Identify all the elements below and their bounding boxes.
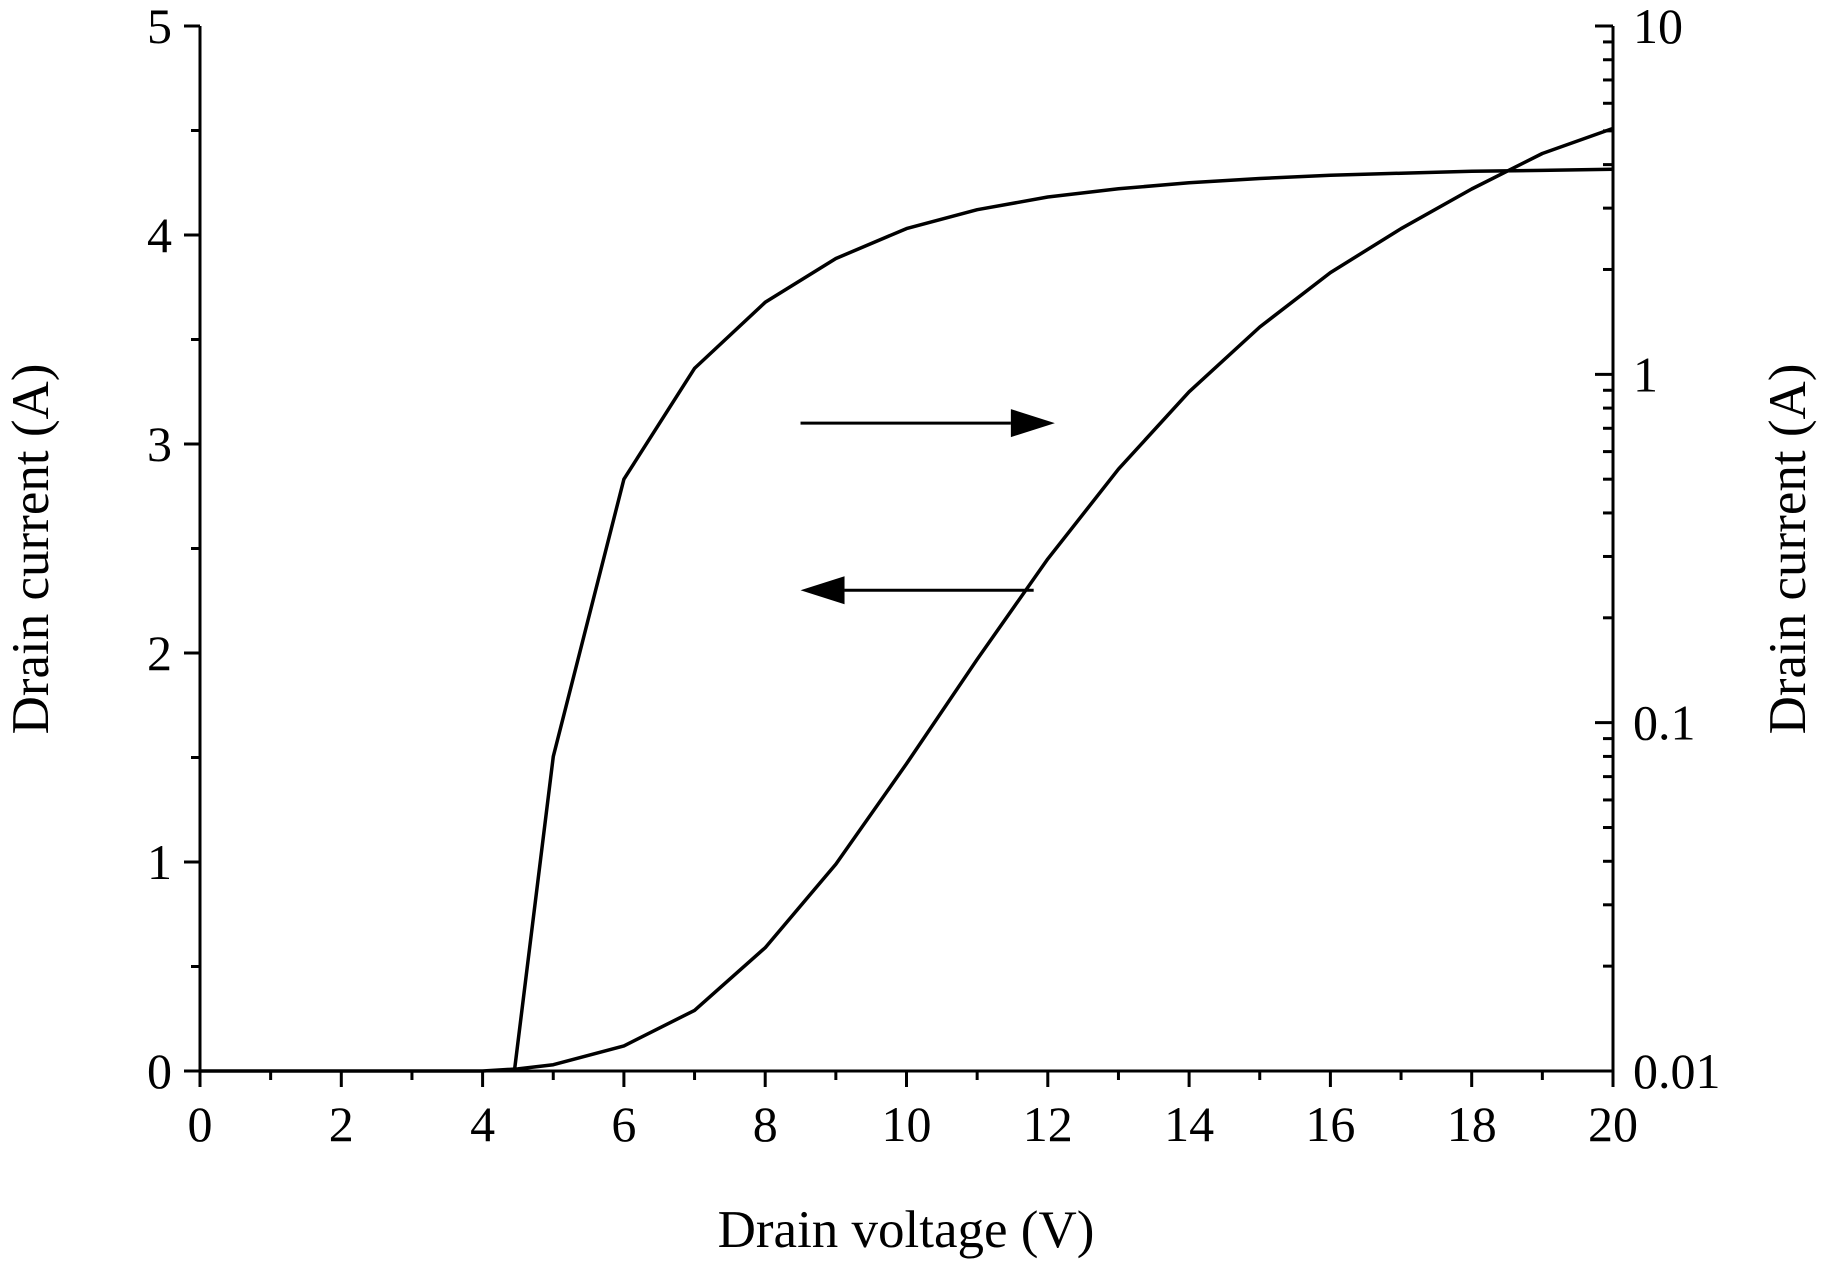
x-tick-label: 8 [753, 1096, 778, 1152]
series-right-axis-curve [512, 167, 1614, 1072]
x-tick-label: 18 [1447, 1096, 1497, 1152]
x-tick-label: 0 [188, 1096, 213, 1152]
y-left-tick-label: 5 [147, 0, 172, 54]
arrow-left-icon [800, 576, 845, 605]
x-axis-title: Drain voltage (V) [718, 1201, 1095, 1259]
y-left-tick-label: 0 [147, 1043, 172, 1099]
x-tick-label: 2 [329, 1096, 354, 1152]
x-tick-label: 4 [470, 1096, 495, 1152]
y-left-tick-label: 3 [147, 416, 172, 472]
series-layer [200, 126, 1614, 1073]
x-tick-label: 6 [611, 1096, 636, 1152]
y-axis-right-title: Drain current (A) [1759, 364, 1817, 735]
x-tick-label: 16 [1305, 1096, 1355, 1152]
ticks [184, 24, 1615, 1087]
y-axis-left-title: Drain current (A) [2, 364, 60, 735]
y-left-tick-label: 2 [147, 625, 172, 681]
x-tick-label: 12 [1023, 1096, 1073, 1152]
arrow-layer [800, 409, 1055, 605]
series-left-axis-curve [200, 126, 1614, 1073]
x-tick-label: 20 [1588, 1096, 1638, 1152]
x-tick-label: 14 [1164, 1096, 1214, 1152]
y-right-tick-label: 0.1 [1633, 695, 1696, 751]
x-tick-label: 10 [882, 1096, 932, 1152]
axes [198, 26, 1615, 1073]
y-right-tick-label: 10 [1633, 0, 1683, 54]
y-left-tick-label: 4 [147, 207, 172, 263]
y-left-tick-label: 1 [147, 834, 172, 890]
y-right-tick-label: 1 [1633, 346, 1658, 402]
y-right-tick-label: 0.01 [1633, 1043, 1721, 1099]
arrow-right-icon [1010, 409, 1055, 438]
